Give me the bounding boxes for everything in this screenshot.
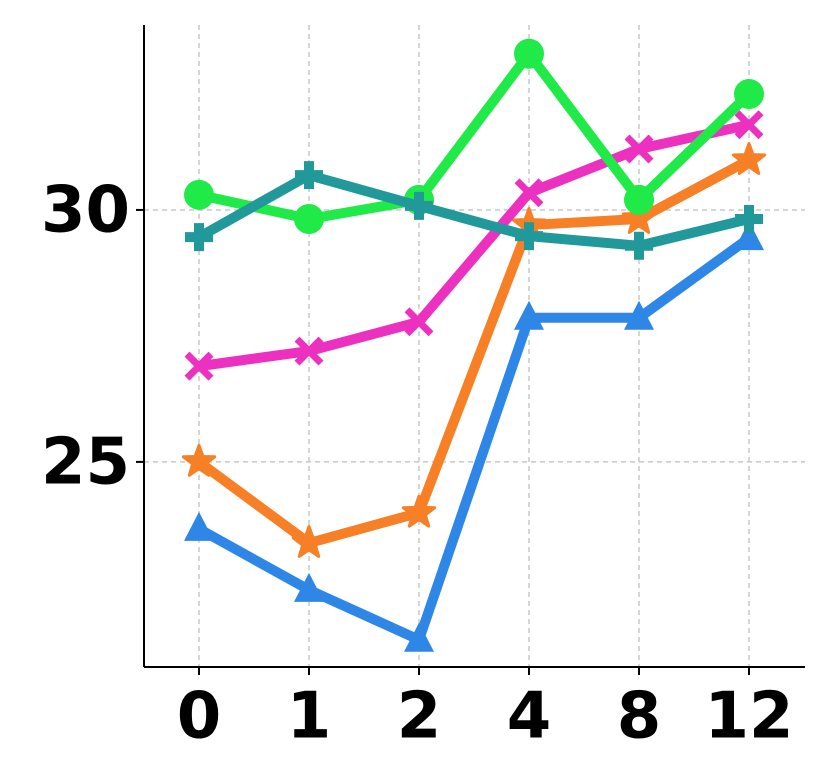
y-tick-label: 30	[41, 174, 130, 248]
series-line	[196, 155, 752, 549]
marker	[734, 221, 764, 251]
marker	[181, 443, 217, 477]
marker	[625, 231, 653, 260]
marker	[405, 191, 433, 220]
x-tick-label: 1	[287, 680, 332, 754]
marker	[295, 161, 323, 190]
marker	[734, 110, 764, 140]
marker	[731, 142, 767, 175]
marker	[291, 525, 327, 558]
marker	[624, 184, 654, 215]
x-tick-label: 12	[704, 680, 793, 754]
marker	[294, 204, 324, 235]
marker	[184, 351, 214, 381]
x-tick-label: 2	[397, 680, 442, 754]
y-tick-label: 25	[41, 425, 130, 499]
marker	[624, 300, 654, 330]
marker	[404, 622, 434, 652]
marker	[624, 134, 654, 164]
x-tick-label: 0	[177, 680, 222, 754]
x-tick-label: 8	[617, 680, 662, 754]
marker	[514, 38, 544, 69]
series-line	[196, 234, 752, 645]
series-line	[198, 119, 751, 372]
marker	[515, 222, 543, 251]
marker	[621, 201, 657, 234]
marker	[184, 511, 214, 541]
marker	[401, 494, 437, 528]
x-tick-label: 4	[507, 680, 552, 754]
marker	[294, 336, 324, 366]
marker	[185, 223, 213, 252]
marker	[294, 572, 324, 602]
series-line	[196, 170, 751, 251]
marker	[184, 179, 214, 210]
series-line	[197, 48, 753, 225]
marker	[404, 307, 434, 337]
marker	[514, 178, 544, 208]
marker	[514, 300, 544, 330]
marker	[734, 79, 764, 110]
marker	[735, 205, 763, 234]
